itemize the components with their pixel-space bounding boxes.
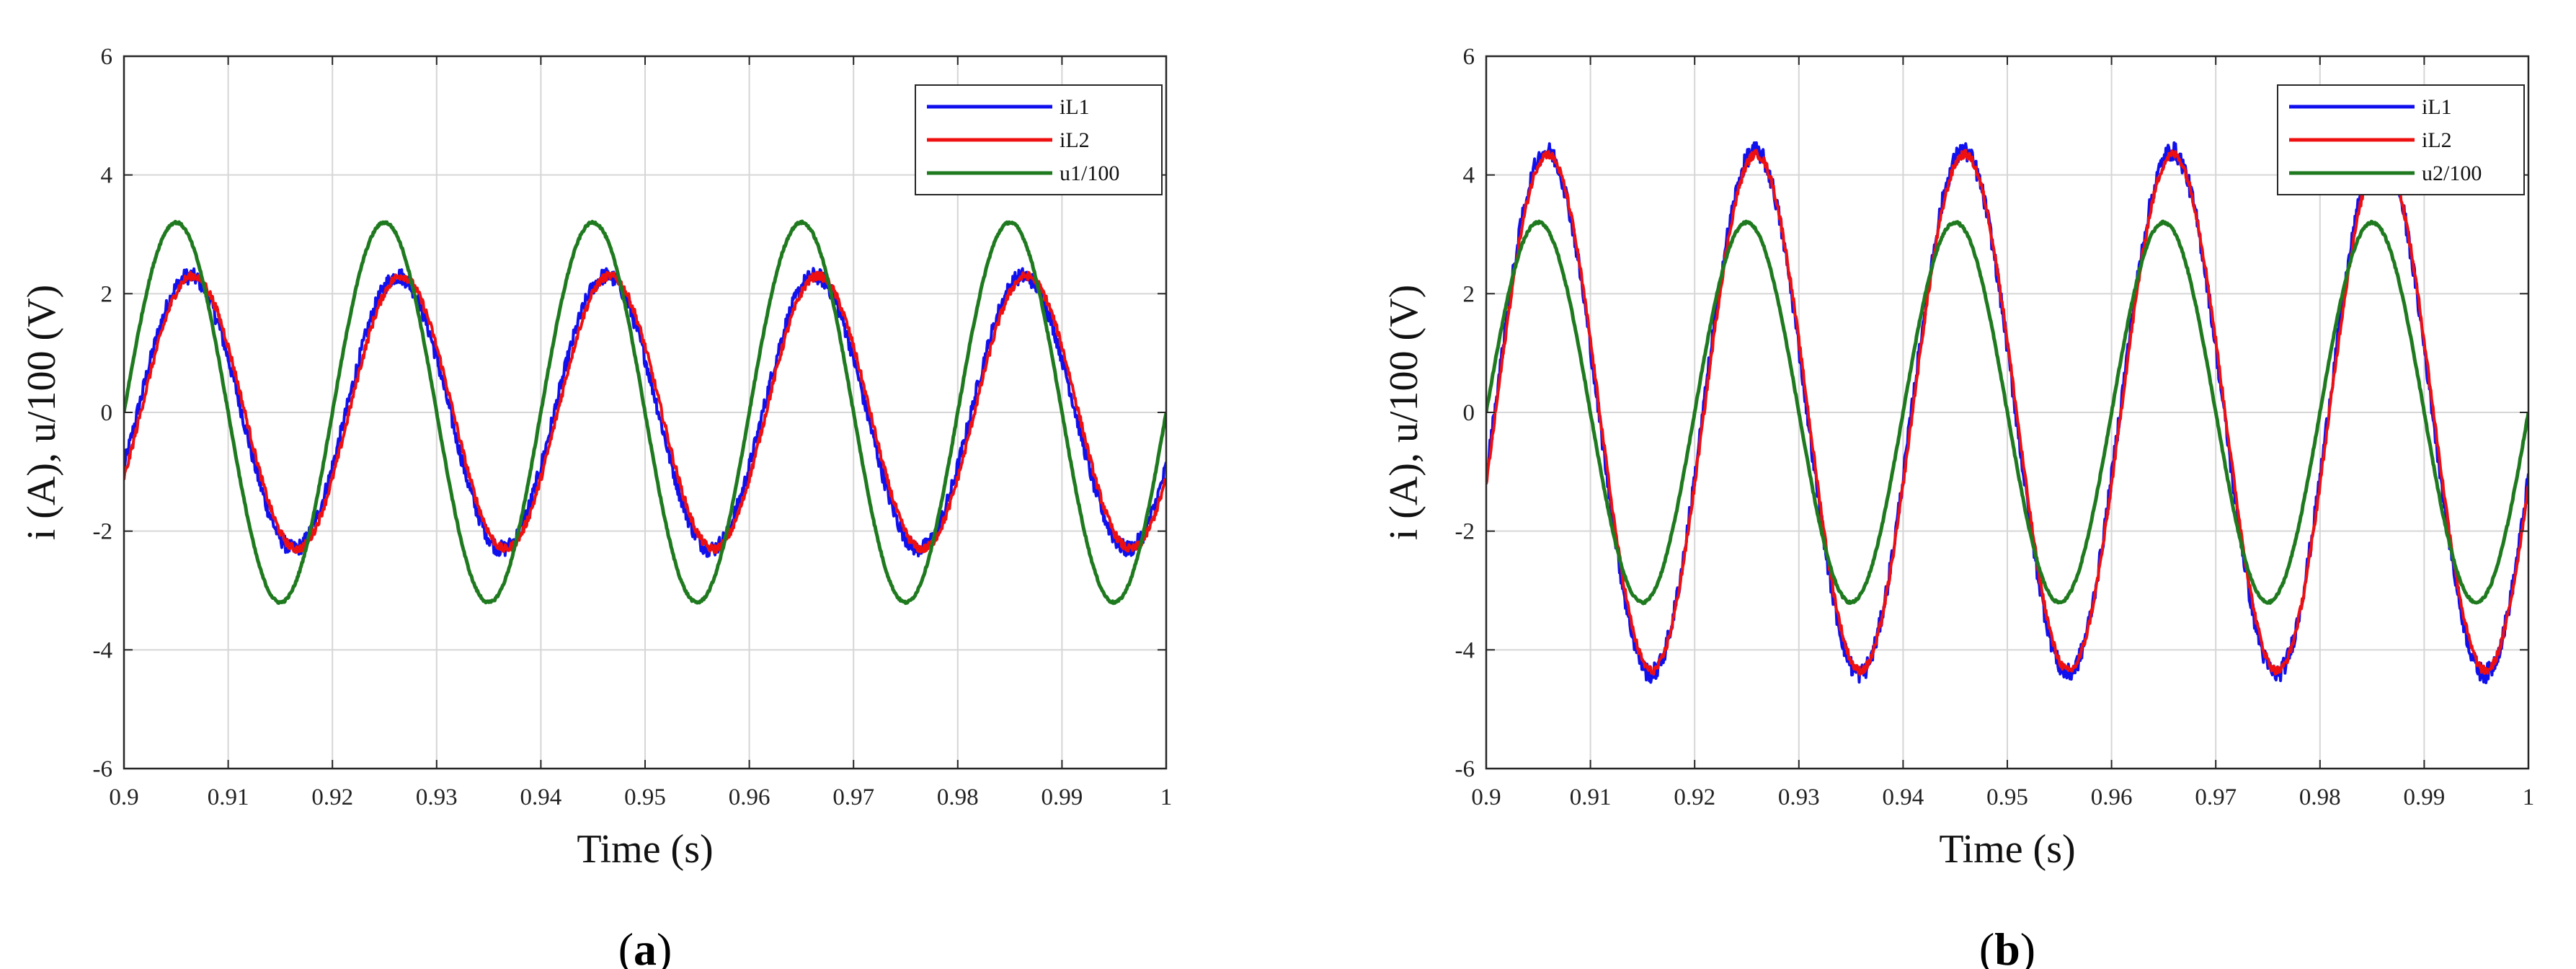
y-axis-title: i (A), u/100 (V) xyxy=(19,285,64,541)
legend: iL1 iL2 u1/100 xyxy=(915,84,1163,195)
x-tick-label: 0.9 xyxy=(109,784,138,810)
panel-label: (b) xyxy=(1979,924,2035,969)
x-tick-label: 0.97 xyxy=(832,784,874,810)
y-tick-label: 2 xyxy=(101,281,113,307)
y-tick-label: 4 xyxy=(1463,163,1475,189)
x-tick-label: 0.9 xyxy=(1471,784,1501,810)
legend-label: iL2 xyxy=(2422,128,2452,152)
y-axis-title: i (A), u/100 (V) xyxy=(1382,285,1426,541)
x-axis-title: Time (s) xyxy=(1939,827,2075,872)
y-tick-label: -2 xyxy=(1455,519,1475,545)
legend-label: u1/100 xyxy=(1060,162,1119,185)
x-tick-label: 1 xyxy=(1160,784,1173,810)
x-tick-label: 0.98 xyxy=(937,784,979,810)
x-tick-label: 0.93 xyxy=(1778,784,1820,810)
y-tick-label: 0 xyxy=(101,400,113,426)
x-tick-label: 0.98 xyxy=(2299,784,2341,810)
x-tick-label: 0.95 xyxy=(624,784,666,810)
legend-label: iL2 xyxy=(1060,128,1090,152)
x-tick-label: 0.99 xyxy=(2404,784,2446,810)
series-line-u2-100 xyxy=(1486,219,2528,606)
x-tick-label: 0.94 xyxy=(1883,784,1924,810)
y-tick-label: 2 xyxy=(1463,281,1475,307)
legend-label: u2/100 xyxy=(2422,162,2482,185)
x-tick-label: 0.92 xyxy=(311,784,353,810)
x-tick-label: 0.93 xyxy=(416,784,458,810)
x-tick-label: 0.96 xyxy=(729,784,770,810)
y-tick-label: -6 xyxy=(93,756,113,782)
x-tick-label: 0.91 xyxy=(1570,784,1612,810)
chart-panel-a: 0.9 0.91 0.92 0.93 0.94 0.95 0.96 0.97 0.98 0.99 1… xyxy=(19,44,1172,969)
y-tick-label: -6 xyxy=(1455,756,1475,782)
legend-label: iL1 xyxy=(2422,95,2452,119)
y-tick-label: -2 xyxy=(93,519,113,545)
y-tick-label: -4 xyxy=(93,637,113,663)
y-tick-label: 4 xyxy=(101,163,113,189)
series-line-iL2 xyxy=(124,270,1166,554)
x-tick-label: 0.91 xyxy=(208,784,249,810)
legend-label: iL1 xyxy=(1060,95,1090,119)
y-tick-label: 6 xyxy=(1463,44,1475,70)
x-tick-label: 0.96 xyxy=(2091,784,2133,810)
x-tick-label: 0.99 xyxy=(1041,784,1083,810)
x-tick-label: 0.92 xyxy=(1674,784,1715,810)
x-tick-label: 0.97 xyxy=(2195,784,2237,810)
series-line-iL2 xyxy=(1486,149,2528,676)
y-tick-label: 6 xyxy=(101,44,113,70)
legend: iL1 iL2 u2/100 xyxy=(2277,84,2525,195)
y-tick-label: -4 xyxy=(1455,637,1475,663)
x-tick-label: 0.95 xyxy=(1986,784,2028,810)
x-tick-label: 1 xyxy=(2523,784,2535,810)
chart-panel-b: 0.9 0.91 0.92 0.93 0.94 0.95 0.96 0.97 0.98 0.99 1… xyxy=(1382,44,2534,969)
x-axis-title: Time (s) xyxy=(577,827,713,872)
x-tick-label: 0.94 xyxy=(520,784,562,810)
panel-label: (a) xyxy=(618,924,672,969)
y-tick-label: 0 xyxy=(1463,400,1475,426)
series-line-u1-100 xyxy=(124,219,1166,606)
